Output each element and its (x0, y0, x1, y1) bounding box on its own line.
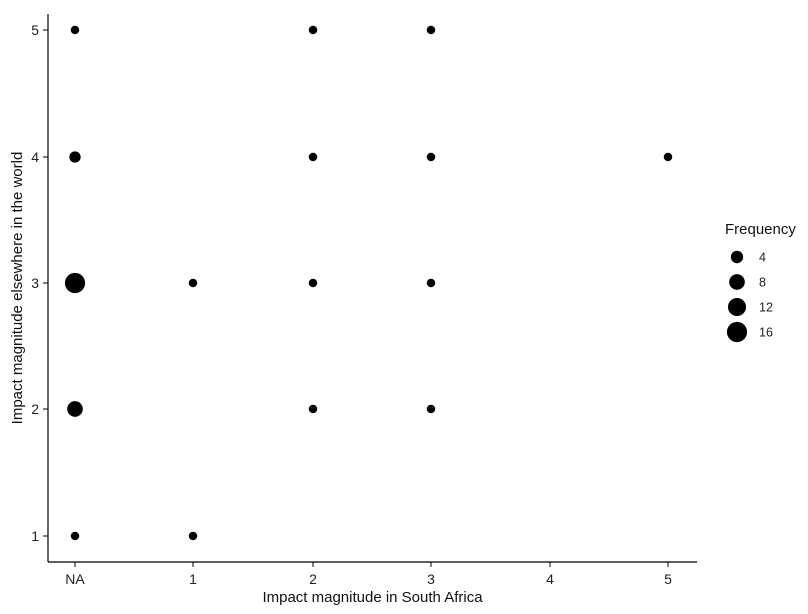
y-tick-label: 2 (31, 401, 39, 417)
data-point (308, 278, 318, 288)
x-tick-label: 4 (546, 571, 554, 587)
y-tick-label: 5 (31, 22, 39, 38)
data-point (663, 152, 673, 162)
data-point (308, 25, 318, 35)
data-point (70, 25, 80, 35)
y-tick-label: 1 (31, 528, 39, 544)
data-point (426, 152, 436, 162)
data-point (67, 401, 83, 417)
legend-label: 4 (759, 251, 766, 265)
y-tick-label: 3 (31, 275, 39, 291)
data-point (188, 278, 198, 288)
x-tick-label: 1 (189, 571, 197, 587)
axes (43, 14, 697, 567)
legend-label: 8 (759, 276, 766, 290)
legend-label: 16 (759, 326, 773, 340)
data-point (69, 151, 81, 163)
data-point (188, 531, 198, 541)
x-tick-label: NA (65, 571, 85, 587)
data-point (70, 531, 80, 541)
data-point (426, 404, 436, 414)
x-tick-label: 5 (664, 571, 672, 587)
data-point (426, 25, 436, 35)
axis-labels: NA 1 2 3 4 5 1 2 3 4 5 Impact magnitude in South Af… (9, 22, 672, 606)
y-tick-label: 4 (31, 149, 39, 165)
y-axis-title: Impact magnitude elsewhere in the world (9, 152, 26, 425)
x-tick-label: 3 (427, 571, 435, 587)
x-tick-label: 2 (309, 571, 317, 587)
data-points (64, 25, 673, 541)
legend-label: 12 (759, 301, 773, 315)
legend-key (730, 250, 744, 264)
data-point (308, 404, 318, 414)
legend-key (729, 274, 745, 290)
legend-key (726, 321, 748, 343)
data-point (64, 272, 86, 294)
legend-key (727, 297, 747, 317)
data-point (426, 278, 436, 288)
legend-title: Frequency (725, 221, 796, 238)
x-axis-title: Impact magnitude in South Africa (262, 589, 483, 606)
legend: Frequency 4 8 12 16 (725, 221, 796, 343)
data-point (308, 152, 318, 162)
